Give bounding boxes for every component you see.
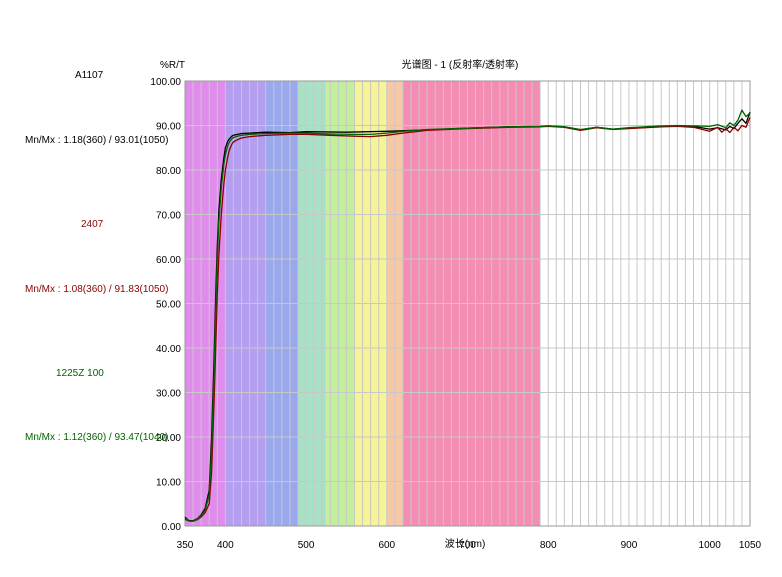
y-tick-label: 10.00 xyxy=(156,478,181,489)
y-tick-label: 50.00 xyxy=(156,300,181,311)
legend-series-stats: Mn/Mx : 1.18(360) / 93.01(1050) xyxy=(25,135,169,146)
x-axis-label: 波长(nm) xyxy=(445,537,486,550)
y-axis-label: %R/T xyxy=(160,60,185,71)
x-tick-label: 600 xyxy=(378,540,395,551)
y-tick-label: 40.00 xyxy=(156,344,181,355)
y-tick-label: 20.00 xyxy=(156,433,181,444)
x-tick-label: 400 xyxy=(217,540,234,551)
x-tick-label: 800 xyxy=(540,540,557,551)
legend-series-name: 1225Z 100 xyxy=(56,368,104,379)
y-tick-label: 100.00 xyxy=(150,77,181,88)
x-tick-label: 900 xyxy=(621,540,638,551)
series-line xyxy=(184,109,751,522)
x-tick-label: 700 xyxy=(459,540,476,551)
y-tick-label: 70.00 xyxy=(156,211,181,222)
legend-series-stats: Mn/Mx : 1.08(360) / 91.83(1050) xyxy=(25,284,169,295)
y-tick-label: 90.00 xyxy=(156,122,181,133)
legend-series-name: A1107 xyxy=(75,70,104,81)
series-line xyxy=(184,117,751,522)
plot-frame xyxy=(184,80,751,527)
y-axis-tick-labels: 0.00 10.00 20.00 30.00 40.00 50.00 60.00 70.00 8… xyxy=(150,77,181,533)
grid-lines xyxy=(185,81,750,526)
x-tick-label: 1000 xyxy=(699,540,722,551)
x-tick-label: 350 xyxy=(177,540,194,551)
series-lines xyxy=(184,109,751,522)
legend-series-name: 2407 xyxy=(81,219,104,230)
y-tick-label: 30.00 xyxy=(156,389,181,400)
x-tick-label: 500 xyxy=(298,540,315,551)
x-tick-label: 1050 xyxy=(739,540,762,551)
legend-series-stats: Mn/Mx : 1.12(360) / 93.47(1040) xyxy=(25,432,169,443)
y-tick-label: 60.00 xyxy=(156,255,181,266)
y-tick-label: 80.00 xyxy=(156,166,181,177)
y-tick-label: 0.00 xyxy=(162,522,182,533)
chart-title: 光谱图 - 1 (反射率/透射率) xyxy=(402,58,519,71)
x-axis-tick-labels: 350 400 500 600 700 800 900 1000 1050 xyxy=(177,540,762,551)
